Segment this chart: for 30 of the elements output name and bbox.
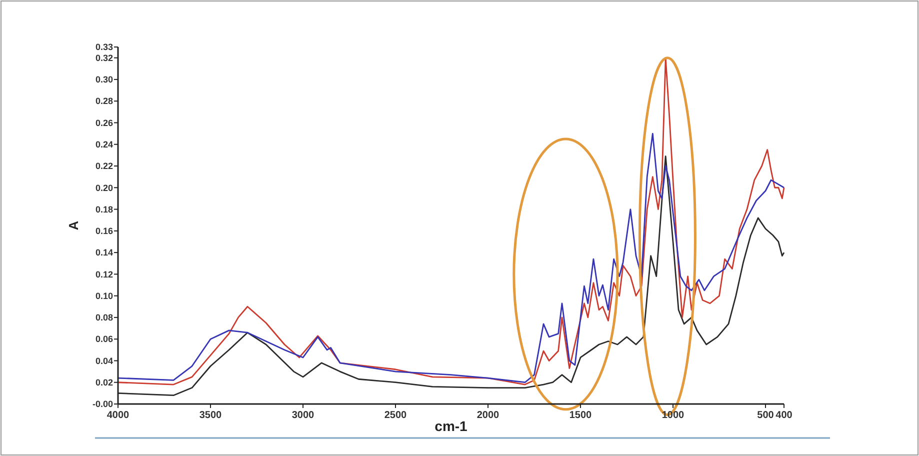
x-tick-label: 4000 bbox=[106, 410, 130, 421]
y-tick-label: 0.14 bbox=[95, 248, 113, 258]
line-series bbox=[117, 57, 785, 386]
y-tick-label: 0.26 bbox=[95, 118, 113, 128]
x-tick-label: 3500 bbox=[199, 410, 222, 421]
y-tick-label: -0.00 bbox=[92, 399, 113, 410]
y-axis-title: A bbox=[66, 220, 81, 230]
x-tick-label: 2000 bbox=[476, 410, 500, 421]
y-tick-label: 0.18 bbox=[95, 204, 113, 214]
y-tick-label: 0.32 bbox=[95, 52, 113, 63]
y-tick-label: 0.16 bbox=[95, 226, 113, 236]
x-tick-label: 3000 bbox=[292, 410, 315, 421]
y-tick-label: 0.02 bbox=[95, 378, 113, 388]
x-tick-label: 500 bbox=[757, 410, 774, 421]
x-tick-label: 1500 bbox=[569, 410, 592, 421]
x-tick-label: 2500 bbox=[384, 410, 408, 421]
y-tick-label: 0.12 bbox=[95, 269, 113, 280]
y-tick-label: 0.33 bbox=[95, 42, 113, 52]
y-tick-label: 0.20 bbox=[95, 182, 113, 193]
y-tick-label: 0.22 bbox=[95, 161, 113, 172]
y-tick-label: 0.06 bbox=[95, 334, 113, 344]
y-tick-label: 0.04 bbox=[95, 356, 113, 366]
x-axis-title: cm-1 bbox=[434, 418, 468, 434]
y-tick-label: 0.30 bbox=[95, 74, 113, 85]
y-tick-label: 0.28 bbox=[95, 96, 113, 106]
y-tick-label: 0.08 bbox=[95, 312, 113, 323]
y-tick-label: 0.24 bbox=[95, 140, 113, 150]
x-tick-label: 1000 bbox=[662, 410, 685, 421]
y-tick-label: 0.10 bbox=[95, 290, 113, 301]
x-tick-label: 400 bbox=[776, 410, 793, 421]
